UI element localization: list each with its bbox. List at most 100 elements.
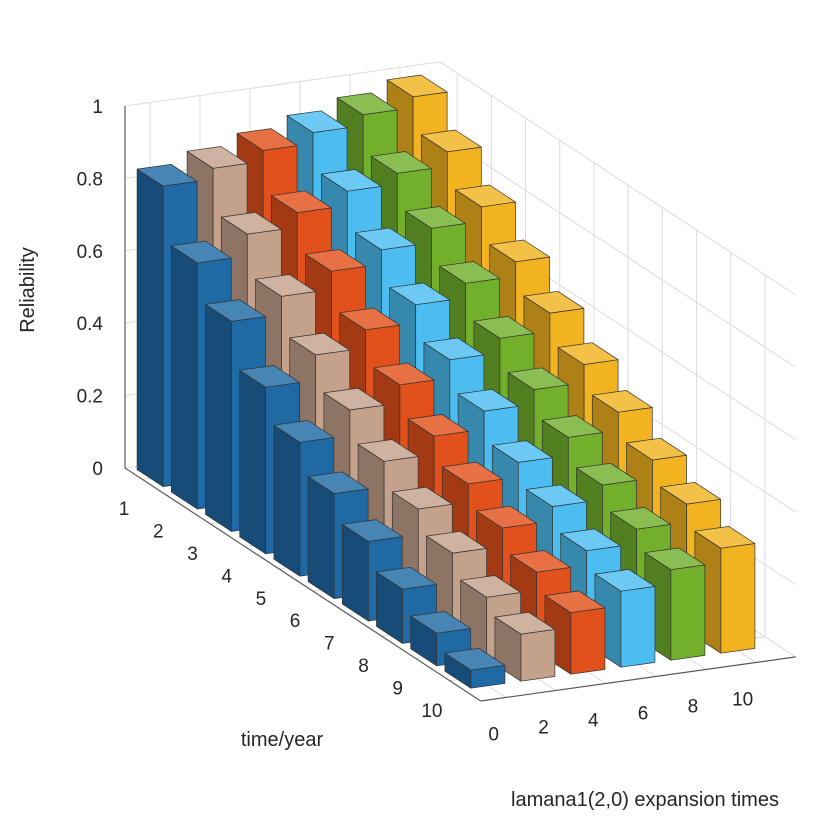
bar-top-face	[489, 239, 551, 263]
bar-top-face	[541, 415, 603, 438]
x-tick-label: 7	[324, 634, 335, 655]
bar-side-face	[239, 369, 267, 555]
bar-top-face	[336, 92, 398, 116]
bar-top-face	[305, 249, 366, 272]
x-axis-line	[124, 467, 482, 702]
bar-top-face	[626, 437, 687, 461]
bar-top-face	[460, 575, 522, 598]
x-tick-label: 8	[358, 656, 369, 677]
bar-top-face	[376, 566, 437, 590]
bar-top-face	[239, 365, 301, 388]
bar-top-face	[410, 611, 472, 634]
x-axis-label: time/year	[241, 729, 324, 751]
bar-top-face	[186, 146, 248, 169]
label-layer: Reliability time/year lamana1(2,0) expan…	[17, 97, 779, 811]
bar-top-face	[389, 282, 451, 306]
bar-top-face	[610, 507, 672, 530]
bar-side-face	[136, 168, 164, 487]
bar-top-face	[405, 206, 466, 229]
bar-top-face	[660, 481, 722, 505]
bar-top-face	[170, 240, 232, 264]
bar-front-face	[620, 586, 656, 668]
x-tick-label: 10	[421, 701, 442, 722]
bar-top-face	[273, 420, 335, 443]
bar-top-face	[473, 316, 535, 339]
x-tick-label: 6	[290, 611, 301, 632]
bar-top-face	[320, 169, 382, 192]
z-tick-label: 0.6	[77, 242, 103, 263]
bar-top-face	[373, 362, 435, 386]
y-tick-label: 2	[538, 717, 549, 738]
x-tick-label: 1	[119, 499, 130, 520]
bar-top-face	[557, 342, 619, 365]
bar-top-face	[576, 462, 637, 486]
bar	[444, 647, 506, 689]
bar-top-face	[420, 129, 482, 153]
bar	[460, 575, 522, 660]
z-tick-label: 1	[92, 97, 103, 118]
x-tick-label: 3	[187, 544, 198, 565]
bar-top-face	[355, 227, 416, 251]
y-tick-label: 8	[688, 696, 699, 717]
bar-top-face	[441, 461, 503, 485]
z-tick-label: 0.4	[77, 314, 104, 335]
bar-top-face	[560, 528, 622, 552]
x-tick-label: 5	[256, 589, 267, 610]
bar-top-face	[339, 307, 401, 331]
bar-top-face	[694, 526, 756, 549]
y-tick-label: 0	[488, 724, 499, 745]
bar	[594, 569, 656, 668]
y-tick-label: 6	[638, 703, 649, 724]
bar-top-face	[357, 439, 419, 462]
bar-front-face	[670, 564, 706, 661]
y-axis-line	[480, 656, 796, 702]
bar-top-face	[491, 440, 553, 463]
bar-top-face	[476, 505, 537, 529]
bar-top-face	[591, 390, 653, 413]
x-tick-label: 2	[153, 522, 164, 543]
bar-side-face	[170, 245, 198, 510]
bar-top-face	[523, 290, 585, 314]
bar-layer	[136, 74, 756, 689]
bar-top-face	[341, 519, 403, 542]
bar-top-face	[286, 110, 348, 133]
bar-top-face	[391, 486, 453, 510]
y-axis-label: lamana1(2,0) expansion times	[511, 789, 779, 811]
z-tick-label: 0	[92, 459, 103, 480]
bar-top-face	[220, 211, 282, 235]
x-tick-label: 4	[221, 566, 232, 587]
bar-top-face	[255, 274, 316, 297]
z-gridline	[124, 61, 796, 296]
y-tick-label: 4	[588, 710, 599, 731]
bar-top-face	[323, 387, 385, 411]
bar	[544, 590, 606, 675]
bar-front-face	[720, 543, 756, 654]
z-tick-label: 0.8	[77, 169, 103, 190]
bar-top-face	[289, 332, 351, 356]
bar-top-face	[407, 414, 469, 437]
bar-side-face	[205, 304, 232, 532]
bar-top-face	[507, 367, 569, 390]
bar-top-face	[526, 484, 587, 507]
bar-series-0	[136, 163, 506, 689]
y-tick-label: 10	[732, 689, 753, 710]
bar-top-face	[644, 547, 706, 571]
bar-top-face	[544, 590, 606, 614]
bar-top-face	[423, 337, 485, 361]
bar-side-face	[307, 476, 335, 599]
bar-top-face	[494, 611, 556, 635]
bar-top-face	[370, 151, 432, 174]
bar-top-face	[205, 299, 266, 322]
bar-side-face	[273, 424, 301, 577]
bar-front-face	[520, 629, 556, 682]
bar-front-face	[570, 607, 606, 675]
bar	[644, 547, 706, 661]
bar-top-face	[426, 530, 487, 554]
bar-top-face	[386, 74, 448, 98]
bar-top-face	[136, 163, 198, 187]
bar-top-face	[439, 261, 501, 284]
bar-top-face	[457, 388, 519, 412]
bar-top-face	[444, 647, 506, 671]
